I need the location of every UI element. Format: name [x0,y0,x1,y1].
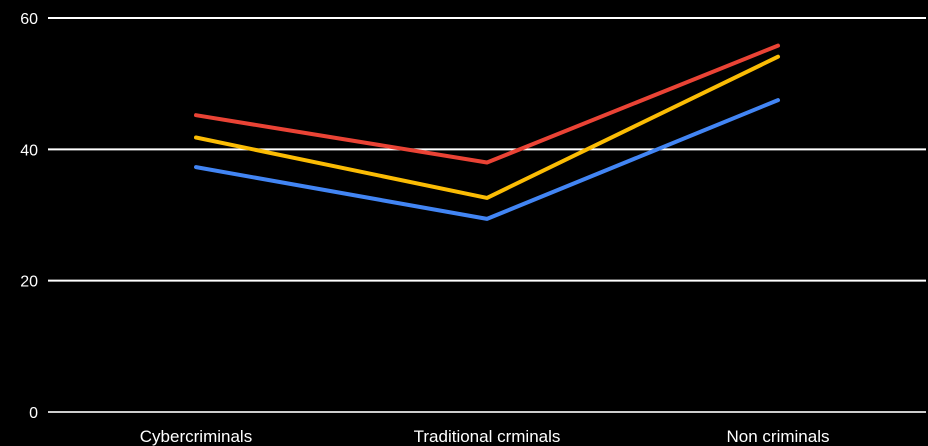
series-line-2 [194,54,780,200]
gridlines [48,17,926,413]
series-line-1 [194,43,780,165]
y-tick-label: 40 [20,142,38,159]
y-tick-label: 0 [29,405,38,422]
y-tick-label: 20 [20,274,38,291]
y-tick-label: 60 [20,11,38,28]
x-tick-label: Traditional crminals [414,427,561,446]
series-lines [194,43,780,221]
x-axis-tick-labels: Cybercriminals Traditional crminals Non cr… [140,427,830,446]
y-axis-tick-labels: 0 20 40 60 [20,11,38,422]
series-line-3 [194,98,780,221]
x-tick-label: Cybercriminals [140,427,252,446]
x-tick-label: Non criminals [727,427,830,446]
